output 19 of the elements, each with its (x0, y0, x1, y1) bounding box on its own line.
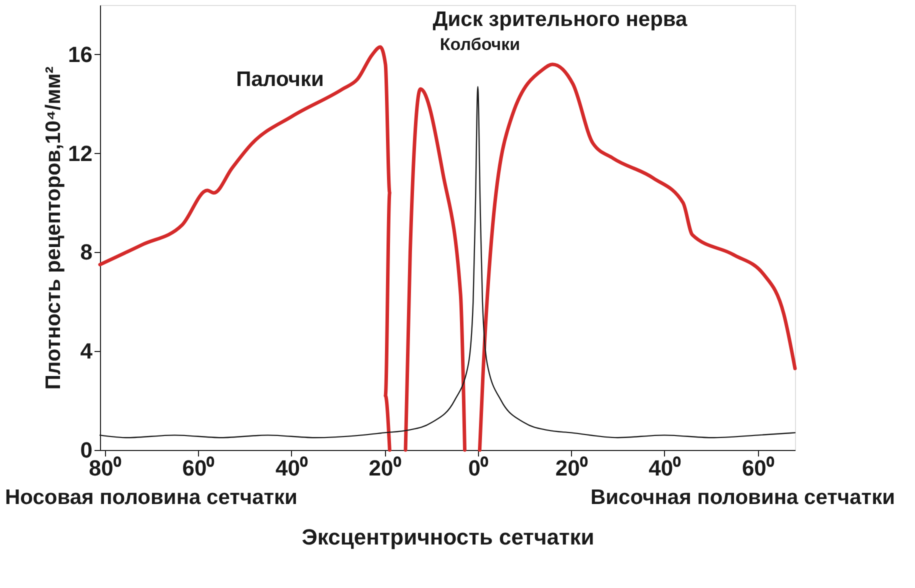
y-tick-label: 12 (68, 140, 92, 166)
y-tick-label: 16 (68, 42, 92, 67)
x-tick-label: 80⁰ (88, 456, 122, 480)
y-tick-label: 4 (80, 338, 94, 364)
x-tick-label: 20⁰ (368, 456, 402, 480)
text: Височная половина сетчатки (590, 486, 895, 509)
x-tick-label: 40⁰ (276, 456, 308, 480)
x-tick-label: 40⁰ (648, 456, 682, 480)
annotation: Диск зрительного нерва (432, 8, 688, 31)
annotation: Колбочки (440, 35, 520, 54)
x-axis-title: Эксцентричность сетчатки (302, 524, 594, 550)
x-tick-label: 0⁰ (468, 456, 488, 480)
y-axis-title: Плотность рецепторов,10⁴/мм² (42, 66, 66, 390)
annotation: Палочки (236, 68, 324, 91)
x-tick-label: 60⁰ (182, 456, 215, 480)
y-tick-label: 8 (80, 240, 92, 265)
x-tick-label: 60⁰ (742, 456, 774, 480)
x-tick-label: 20⁰ (555, 456, 588, 480)
text: Носовая половина сетчатки (5, 486, 298, 509)
